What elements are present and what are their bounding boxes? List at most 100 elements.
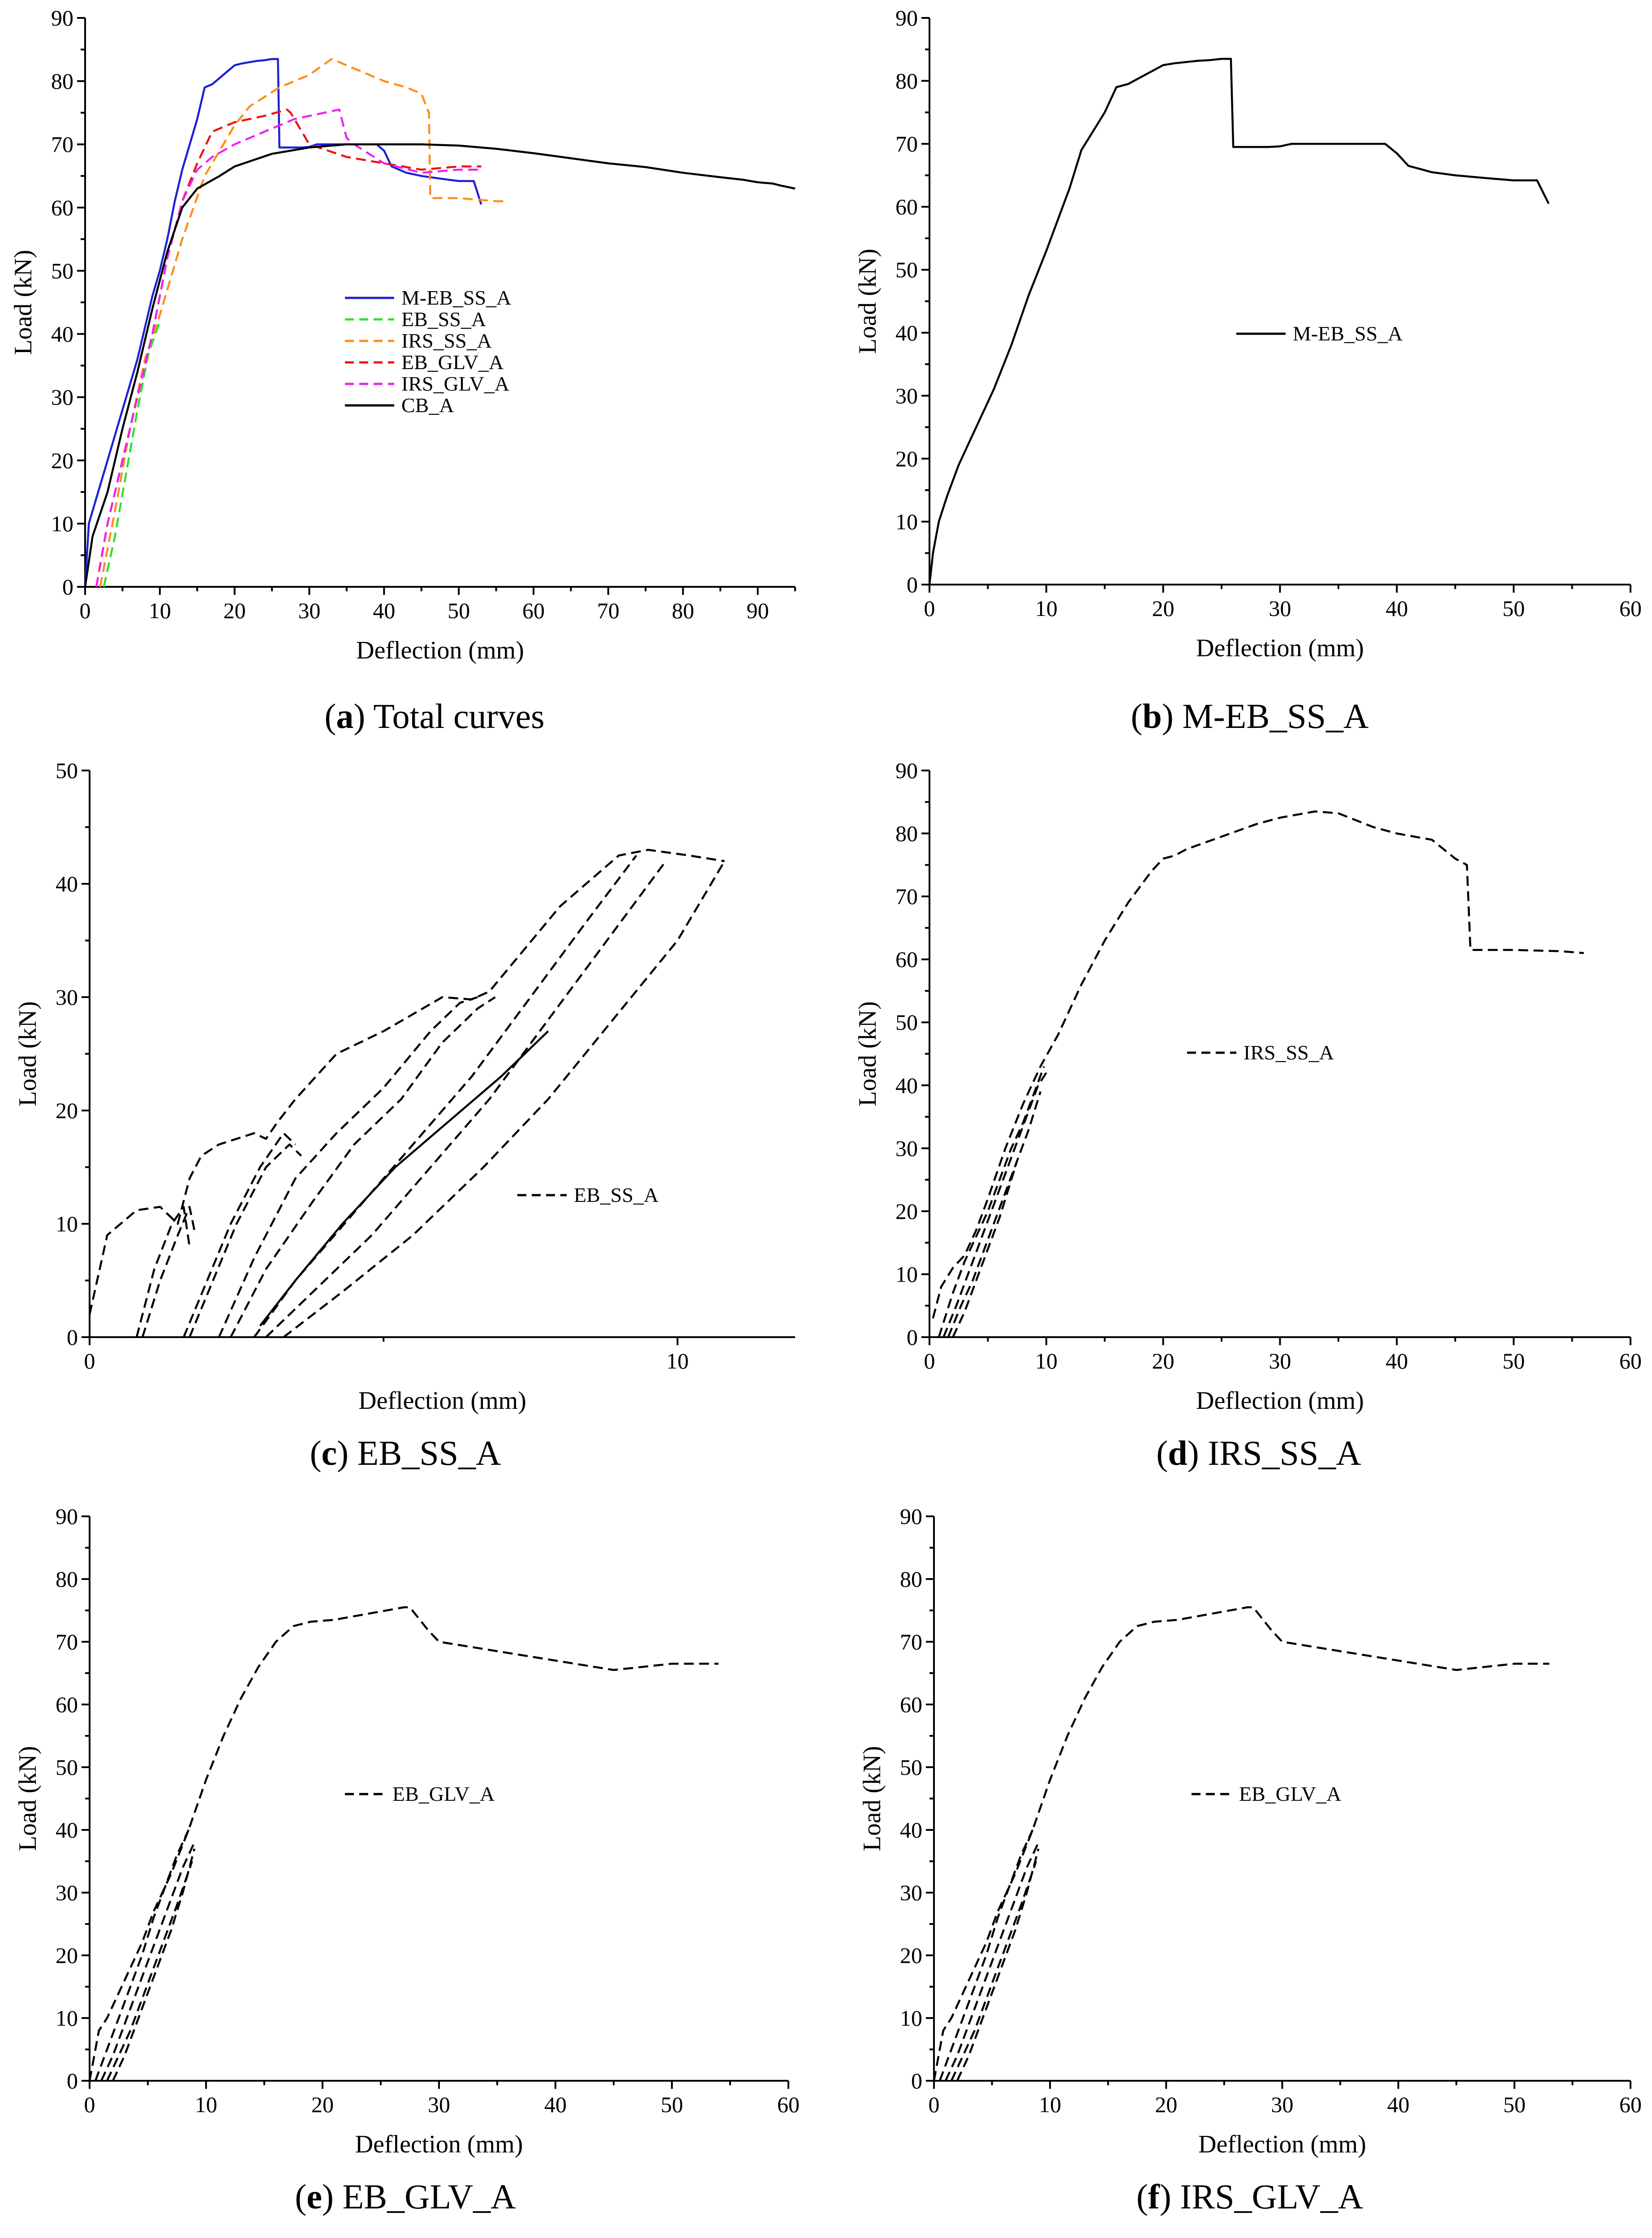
y-tick-label: 10 bbox=[56, 1211, 78, 1236]
y-tick-label: 0 bbox=[907, 1325, 918, 1350]
y-tick-label: 70 bbox=[51, 132, 73, 157]
x-axis-title: Deflection (mm) bbox=[358, 1387, 526, 1415]
caption-letter: e bbox=[306, 2177, 322, 2216]
caption-paren-open: ( bbox=[310, 1433, 322, 1472]
x-tick-label: 30 bbox=[1271, 2092, 1294, 2117]
y-tick-label: 90 bbox=[900, 1504, 922, 1529]
y-tick-label: 80 bbox=[895, 821, 918, 846]
legend-label: IRS_SS_A bbox=[401, 329, 492, 352]
legend-label: EB_SS_A bbox=[574, 1184, 658, 1206]
y-tick-label: 70 bbox=[895, 884, 918, 909]
x-tick-label: 50 bbox=[1502, 1348, 1525, 1373]
y-tick-label: 30 bbox=[900, 1880, 922, 1905]
y-tick-label: 10 bbox=[900, 2006, 922, 2031]
series-line bbox=[135, 1205, 191, 1338]
x-tick-label: 50 bbox=[661, 2092, 683, 2117]
y-tick-label: 0 bbox=[911, 2068, 922, 2093]
chart-panel-e: 0 10 20 30 40 50 60 0 10 20 30 40 50 60 70 80 90 Deflecti… bbox=[14, 1504, 800, 2216]
caption-text: IRS_SS_A bbox=[1199, 1433, 1361, 1472]
x-tick-label: 10 bbox=[1035, 596, 1058, 621]
legend-label: M-EB_SS_A bbox=[1293, 322, 1402, 345]
y-tick-label: 40 bbox=[895, 320, 918, 345]
x-tick-label: 20 bbox=[1152, 596, 1174, 621]
x-tick-label: 60 bbox=[1619, 1348, 1642, 1373]
y-tick-label: 20 bbox=[56, 1098, 78, 1123]
y-tick-label: 10 bbox=[56, 2006, 78, 2031]
series-line bbox=[95, 108, 482, 587]
x-tick-label: 0 bbox=[929, 2092, 940, 2117]
legend-label: EB_SS_A bbox=[401, 308, 486, 331]
series-line bbox=[932, 810, 1584, 1319]
caption-paren-close: ) bbox=[322, 2177, 334, 2216]
series-line bbox=[952, 1160, 1018, 1338]
legend-label: IRS_SS_A bbox=[1243, 1041, 1334, 1064]
y-tick-label: 40 bbox=[56, 1817, 78, 1842]
y-tick-label: 60 bbox=[51, 195, 73, 220]
x-tick-label: 50 bbox=[447, 598, 470, 623]
series-line bbox=[88, 848, 725, 1315]
x-tick-label: 0 bbox=[84, 1348, 95, 1373]
legend-label: EB_GLV_A bbox=[1239, 1782, 1341, 1805]
series-line bbox=[84, 58, 482, 587]
y-tick-label: 10 bbox=[895, 1261, 918, 1287]
x-tick-label: 20 bbox=[1152, 1348, 1174, 1373]
y-tick-label: 60 bbox=[900, 1692, 922, 1717]
caption-paren-open: ( bbox=[1136, 2177, 1148, 2216]
legend-label: EB_GLV_A bbox=[401, 351, 503, 374]
y-tick-label: 60 bbox=[895, 947, 918, 972]
y-tick-label: 90 bbox=[895, 5, 918, 30]
x-tick-label: 40 bbox=[1385, 1348, 1408, 1373]
y-tick-label: 20 bbox=[56, 1943, 78, 1968]
y-tick-label: 20 bbox=[895, 1199, 918, 1224]
series-line bbox=[928, 58, 1550, 585]
y-tick-label: 30 bbox=[895, 383, 918, 408]
x-axis-title: Deflection (mm) bbox=[1198, 2130, 1366, 2158]
series-line bbox=[95, 108, 482, 587]
x-axis-title: Deflection (mm) bbox=[1196, 634, 1364, 662]
x-axis-title: Deflection (mm) bbox=[1196, 1387, 1364, 1415]
y-tick-label: 50 bbox=[900, 1755, 922, 1780]
series-line bbox=[938, 1066, 1045, 1338]
y-tick-label: 50 bbox=[895, 1010, 918, 1035]
x-tick-label: 60 bbox=[777, 2092, 800, 2117]
x-tick-label: 10 bbox=[195, 2092, 217, 2117]
series-line bbox=[141, 1205, 197, 1338]
y-tick-label: 40 bbox=[56, 871, 78, 896]
chart-panel-b: 0 10 20 30 40 50 60 0 10 20 30 40 50 60 70 80 90 Deflecti… bbox=[854, 5, 1642, 736]
y-axis-title: Load (kN) bbox=[854, 249, 882, 354]
series-line bbox=[106, 1861, 193, 2081]
series-line bbox=[253, 855, 637, 1338]
caption-letter: a bbox=[336, 697, 353, 736]
series-line bbox=[84, 143, 796, 587]
y-tick-label: 0 bbox=[907, 572, 918, 597]
y-tick-label: 50 bbox=[56, 1755, 78, 1780]
y-tick-label: 0 bbox=[67, 1325, 78, 1350]
caption-text: IRS_GLV_A bbox=[1171, 2177, 1363, 2216]
panel-caption: (f) IRS_GLV_A bbox=[1136, 2177, 1363, 2216]
x-tick-label: 40 bbox=[373, 598, 395, 623]
y-tick-label: 10 bbox=[51, 511, 73, 536]
series-line bbox=[283, 861, 726, 1338]
x-axis-title: Deflection (mm) bbox=[356, 637, 524, 664]
x-tick-label: 90 bbox=[747, 598, 769, 623]
x-tick-label: 0 bbox=[80, 598, 91, 623]
series-line bbox=[933, 1606, 1549, 2081]
y-tick-label: 40 bbox=[51, 322, 73, 347]
x-tick-label: 70 bbox=[597, 598, 620, 623]
chart-panel-c: 0 10 0 10 20 30 40 50 Deflection (mm) Load (kN) EB… bbox=[14, 758, 795, 1472]
y-axis-title: Load (kN) bbox=[14, 1001, 42, 1106]
caption-letter: c bbox=[322, 1433, 337, 1472]
caption-paren-open: ( bbox=[324, 697, 336, 736]
series-line bbox=[947, 1091, 1041, 1338]
series-line bbox=[100, 1842, 196, 2081]
legend-label: EB_GLV_A bbox=[392, 1782, 495, 1805]
x-axis-title: Deflection (mm) bbox=[355, 2130, 523, 2158]
x-tick-label: 0 bbox=[924, 596, 935, 621]
caption-paren-close: ) bbox=[353, 697, 365, 736]
x-tick-label: 10 bbox=[1035, 1348, 1058, 1373]
y-tick-label: 30 bbox=[56, 1880, 78, 1905]
x-tick-label: 40 bbox=[544, 2092, 567, 2117]
series-line bbox=[950, 1861, 1037, 2081]
caption-paren-close: ) bbox=[337, 1433, 348, 1472]
